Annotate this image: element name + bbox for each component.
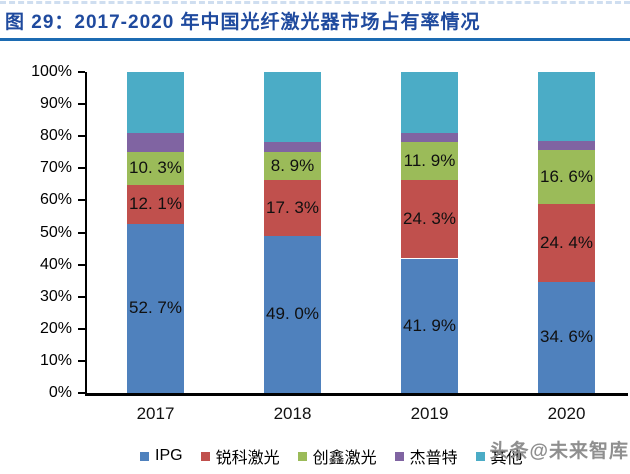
cropped-text-remnant (0, 1, 630, 4)
bar-segment-raycus-2019 (401, 180, 458, 259)
y-axis-label: 20% (39, 319, 72, 337)
legend-swatch-ipg (140, 451, 149, 461)
y-axis-label: 30% (39, 287, 72, 305)
bar-label-maxphotonics-2018: 8. 9% (270, 155, 315, 175)
y-axis-label: 80% (39, 127, 72, 145)
y-axis-label: 70% (39, 159, 72, 177)
y-axis-label: 60% (39, 191, 72, 209)
y-axis-label: 100% (31, 63, 72, 80)
bar-label-raycus-2020: 24. 4% (540, 232, 593, 252)
bar-segment-maxphotonics-2017 (127, 151, 184, 185)
bar-segment-ipg-2020 (538, 281, 595, 393)
bar-segment-ipg-2019 (401, 258, 458, 393)
legend-label-raycus: 锐科激光 (215, 450, 280, 467)
bar-label-ipg-2017: 52. 7% (129, 298, 182, 318)
y-axis-label: 0% (48, 384, 72, 401)
bar-segment-jpt-2018 (264, 141, 321, 152)
legend-label-others: 其他 (490, 450, 523, 467)
bar-label-maxphotonics-2020: 16. 6% (540, 166, 593, 186)
y-axis-tick (78, 103, 85, 106)
y-axis-tick (78, 392, 85, 394)
bar-segment-others-2017 (127, 72, 184, 133)
bar-segment-jpt-2017 (127, 132, 184, 152)
y-axis-tick (78, 199, 85, 202)
legend-item-jpt: 杰普特 (394, 444, 458, 468)
y-axis-tick (78, 263, 85, 266)
y-axis-tick (78, 71, 85, 73)
y-axis-label: 50% (39, 223, 72, 241)
x-axis-label-2017: 2017 (136, 404, 175, 423)
bar-segment-others-2018 (264, 72, 321, 142)
x-axis-line (85, 393, 628, 396)
title-underline (0, 38, 630, 41)
bar-segment-ipg-2018 (264, 235, 321, 393)
y-axis-tick (78, 167, 85, 170)
legend-label-jpt: 杰普特 (409, 450, 458, 467)
legend-item-raycus: 锐科激光 (200, 444, 280, 468)
bar-label-maxphotonics-2019: 11. 9% (403, 151, 456, 171)
bar-label-raycus-2018: 17. 3% (266, 197, 319, 217)
y-axis-line (85, 72, 87, 396)
bar-label-ipg-2020: 34. 6% (540, 327, 593, 347)
y-axis-tick (78, 135, 85, 138)
bar-segment-maxphotonics-2019 (401, 142, 458, 181)
legend-swatch-jpt (394, 451, 404, 461)
bar-segment-others-2020 (538, 72, 595, 141)
legend-swatch-raycus (200, 451, 210, 461)
x-axis-label-2020: 2020 (547, 404, 586, 423)
y-axis-tick (78, 231, 85, 234)
bar-label-ipg-2019: 41. 9% (403, 315, 456, 335)
bar-segment-maxphotonics-2020 (538, 150, 595, 204)
bar-segment-maxphotonics-2018 (264, 151, 321, 181)
x-axis-label-2019: 2019 (410, 404, 449, 423)
y-axis-label: 90% (39, 95, 72, 113)
bar-label-raycus-2019: 24. 3% (403, 209, 456, 229)
y-axis-label: 40% (39, 255, 72, 273)
bar-segment-jpt-2019 (401, 132, 458, 143)
bar-segment-jpt-2020 (538, 140, 595, 151)
bar-label-maxphotonics-2017: 10. 3% (129, 158, 182, 178)
legend-item-others: 其他 (475, 444, 523, 468)
watermark: 头条@未来智库 (489, 441, 629, 462)
y-axis-label: 10% (39, 351, 72, 369)
bar-label-ipg-2018: 49. 0% (266, 304, 319, 324)
figure-title: 图 29：2017-2020 年中国光纤激光器市场占有率情况 (5, 12, 481, 33)
legend-swatch-maxphotonics (297, 451, 307, 461)
bar-segment-raycus-2018 (264, 180, 321, 236)
legend-label-maxphotonics: 创鑫激光 (312, 450, 377, 467)
x-axis-label-2018: 2018 (273, 404, 312, 423)
bar-segment-raycus-2017 (127, 184, 184, 224)
bar-segment-raycus-2020 (538, 203, 595, 282)
legend-item-ipg: IPG (140, 447, 183, 465)
legend-label-ipg: IPG (155, 447, 183, 464)
bar-label-raycus-2017: 12. 1% (129, 194, 182, 214)
legend-item-maxphotonics: 创鑫激光 (297, 444, 377, 468)
y-axis-tick (78, 295, 85, 298)
bar-segment-others-2019 (401, 72, 458, 133)
chart-legend: IPG 锐科激光 创鑫激光 杰普特 其他 (140, 444, 523, 468)
y-axis-tick (78, 327, 85, 330)
legend-swatch-others (475, 451, 485, 461)
bar-segment-ipg-2017 (127, 223, 184, 393)
y-axis-tick (78, 359, 85, 362)
